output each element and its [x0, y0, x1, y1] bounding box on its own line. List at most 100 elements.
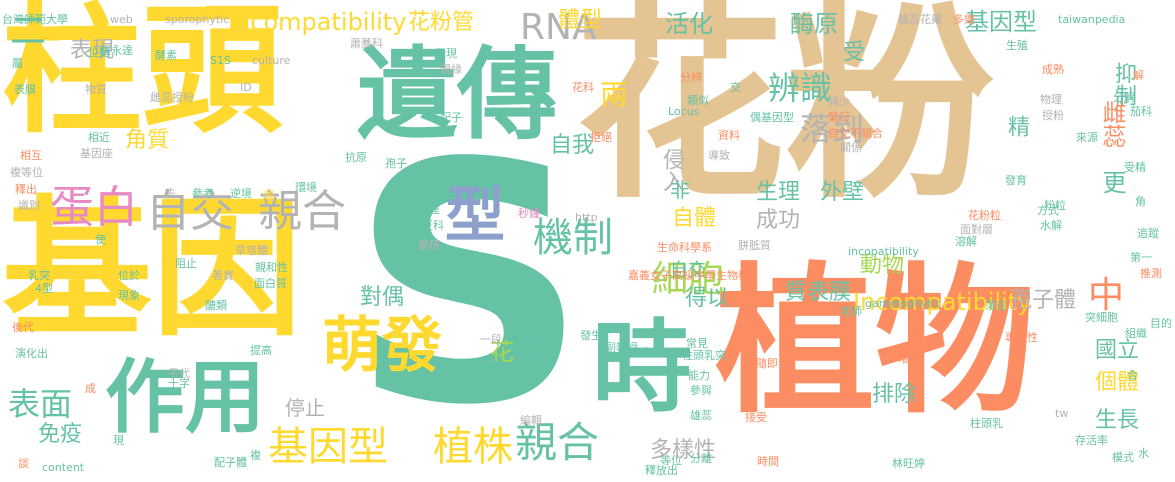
cloud-word: 侵入	[659, 148, 684, 192]
cloud-word: 目的	[1150, 317, 1172, 330]
cloud-word: 接受	[745, 411, 767, 424]
cloud-word: 自交	[670, 260, 706, 281]
cloud-word: 突細胞	[1085, 311, 1118, 324]
cloud-word: 談	[18, 457, 29, 470]
cloud-word: 作用	[105, 351, 265, 444]
cloud-word: 識別	[18, 199, 40, 212]
cloud-word: 生長	[1095, 408, 1140, 433]
cloud-word: 提高	[250, 344, 272, 357]
cloud-word: 角質	[125, 128, 170, 153]
cloud-word: 導致	[708, 149, 730, 162]
cloud-word: 配子	[440, 111, 462, 124]
cloud-word: Incompatibility	[853, 288, 1032, 316]
cloud-word: 中	[1088, 275, 1125, 316]
cloud-word: 多樂	[953, 13, 975, 26]
cloud-word: 基因型	[965, 8, 1037, 36]
cloud-word: 林旺婷	[892, 457, 925, 470]
cloud-word: 參與	[690, 384, 712, 397]
cloud-word: content	[42, 461, 85, 474]
cloud-word: 豆科	[422, 219, 444, 232]
cloud-word: 來源	[1076, 131, 1098, 144]
cloud-word: 十字	[168, 377, 190, 390]
cloud-word: 落到	[800, 110, 865, 148]
cloud-word: 時	[592, 309, 692, 426]
cloud-word: 質表膜	[785, 280, 852, 305]
cloud-word: 複等位	[10, 166, 43, 179]
cloud-word: 親合	[258, 186, 346, 237]
cloud-word: 等位	[660, 454, 682, 467]
cloud-word: 水解	[1040, 219, 1062, 232]
cloud-word: 更	[1098, 170, 1126, 194]
cloud-word: 兩	[596, 80, 629, 108]
cloud-word: Locus	[668, 105, 700, 118]
cloud-word: 精	[1004, 115, 1029, 137]
cloud-word: 交	[730, 81, 741, 94]
cloud-word: 阻止	[175, 257, 197, 270]
cloud-word: 專一性	[1005, 331, 1038, 344]
cloud-word: 現	[113, 434, 124, 447]
cloud-word: 花科	[572, 81, 594, 94]
cloud-word: 雌蕊	[1098, 100, 1126, 148]
cloud-word: 聚積	[418, 239, 440, 252]
cloud-word: 生殖	[1006, 39, 1028, 52]
cloud-word: 自交不親合	[828, 127, 883, 140]
cloud-word: 基因型	[268, 424, 388, 470]
cloud-word: 動物	[860, 253, 905, 278]
cloud-word: 相互	[20, 149, 42, 162]
cloud-word: 遺傳	[357, 36, 557, 153]
cloud-word: 第一	[1130, 251, 1152, 264]
cloud-word: 柱頭	[2, 0, 283, 153]
cloud-word: 釋放出	[645, 464, 678, 477]
cloud-word: 表膜	[14, 83, 36, 96]
cloud-word: 花粉	[575, 0, 996, 227]
cloud-word: 柱頭乳突	[682, 349, 726, 362]
cloud-word: Incompatibility	[228, 8, 407, 36]
cloud-word: 自體	[672, 206, 717, 231]
cloud-word: 孢子	[385, 157, 407, 170]
cloud-word: web	[110, 13, 133, 26]
cloud-word: 自交	[146, 186, 234, 237]
cloud-word: 國立	[1095, 338, 1140, 363]
cloud-word: 解	[1133, 69, 1144, 82]
cloud-word: 排除	[872, 382, 917, 407]
cloud-word: 位點	[88, 46, 110, 59]
cloud-word: 著實	[212, 269, 234, 282]
cloud-word: 追蹤	[1137, 227, 1159, 240]
cloud-word: 孢子體	[1010, 288, 1077, 313]
cloud-word: 雄蕊	[690, 409, 712, 422]
cloud-word: 分辨	[680, 71, 702, 84]
cloud-word: 後代	[12, 321, 34, 334]
cloud-word: 蛋白	[50, 182, 138, 233]
cloud-word: 成熟	[1042, 63, 1064, 76]
cloud-word: 副教授	[605, 341, 638, 354]
cloud-word: 抑制	[1111, 62, 1136, 106]
cloud-word: 位於	[118, 269, 140, 282]
cloud-word: 型	[445, 181, 505, 251]
cloud-word: 萌發	[322, 311, 442, 381]
cloud-word: 乳突	[28, 269, 50, 282]
cloud-word: 釋出	[15, 183, 37, 196]
cloud-word: 水	[1138, 447, 1149, 460]
cloud-word: 授粉	[1042, 109, 1064, 122]
cloud-word: 植物	[715, 248, 1036, 435]
cloud-word: 活化	[665, 10, 713, 38]
cloud-word: 基因	[2, 183, 303, 357]
cloud-word: 得以	[685, 286, 730, 311]
cloud-word: 台灣師範大學	[2, 13, 68, 26]
cloud-word: RNA	[520, 7, 597, 48]
cloud-word: culture	[252, 54, 291, 67]
cloud-word: 蕭蕎科	[350, 37, 383, 50]
cloud-word: taiwanpedia	[1058, 13, 1126, 26]
cloud-word: 繁衍	[828, 111, 850, 124]
cloud-word: 花粉管	[408, 10, 475, 35]
cloud-word: 嘉義女子高級中學生物科	[628, 269, 749, 282]
cloud-word: 親合	[515, 418, 600, 467]
cloud-word: 免疫	[38, 422, 83, 447]
cloud-word: 分離	[690, 452, 712, 465]
cloud-word: 親緣	[440, 63, 462, 76]
cloud-word: 茄科	[1130, 105, 1152, 118]
cloud-word: 二	[10, 11, 47, 52]
cloud-word: 生命科學系	[657, 241, 712, 254]
cloud-word: 自我	[550, 133, 595, 158]
cloud-word: 增加	[898, 352, 920, 365]
